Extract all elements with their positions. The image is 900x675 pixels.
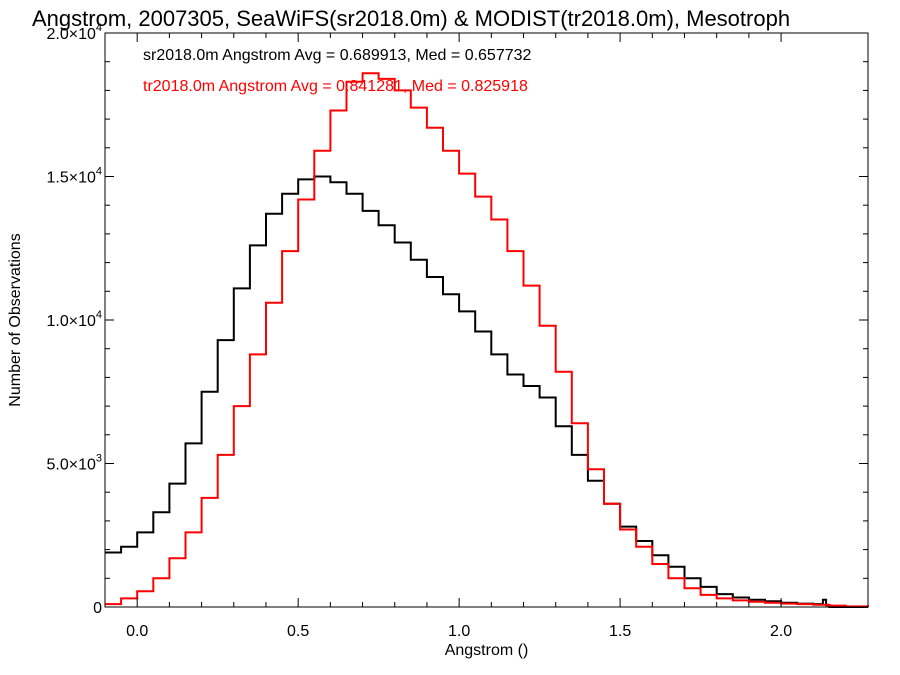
x-tick-label: 1.5: [609, 623, 631, 640]
series-1-line: [105, 72, 869, 608]
y-tick-label: 5.0×103: [46, 453, 102, 474]
annotation-tr-stats: tr2018.0m Angstrom Avg = 0.841281, Med =…: [143, 78, 528, 95]
series-0-line: [105, 175, 868, 608]
y-axis: 0 5.0×103 1.0×104 1.5×104 2.0×104: [46, 22, 868, 617]
y-tick-label: 1.5×104: [46, 166, 102, 187]
annotation-sr-stats: sr2018.0m Angstrom Avg = 0.689913, Med =…: [143, 47, 532, 64]
y-tick-label: 0: [93, 600, 102, 617]
x-tick-label: 0.0: [126, 623, 148, 640]
plot-frame: [104, 32, 869, 608]
series-layer: [105, 72, 869, 608]
x-tick-label: 1.0: [448, 623, 470, 640]
y-axis-label: Number of Observations: [7, 233, 24, 406]
y-tick-label: 2.0×104: [46, 22, 102, 43]
y-tick-label: 1.0×104: [46, 309, 102, 330]
chart-title: Angstrom, 2007305, SeaWiFS(sr2018.0m) & …: [32, 6, 790, 31]
x-axis-label: Angstrom (): [445, 642, 529, 659]
x-axis: 0.0 0.5 1.0 1.5 2.0: [126, 33, 792, 640]
x-tick-label: 2.0: [770, 623, 792, 640]
x-tick-label: 0.5: [287, 623, 309, 640]
